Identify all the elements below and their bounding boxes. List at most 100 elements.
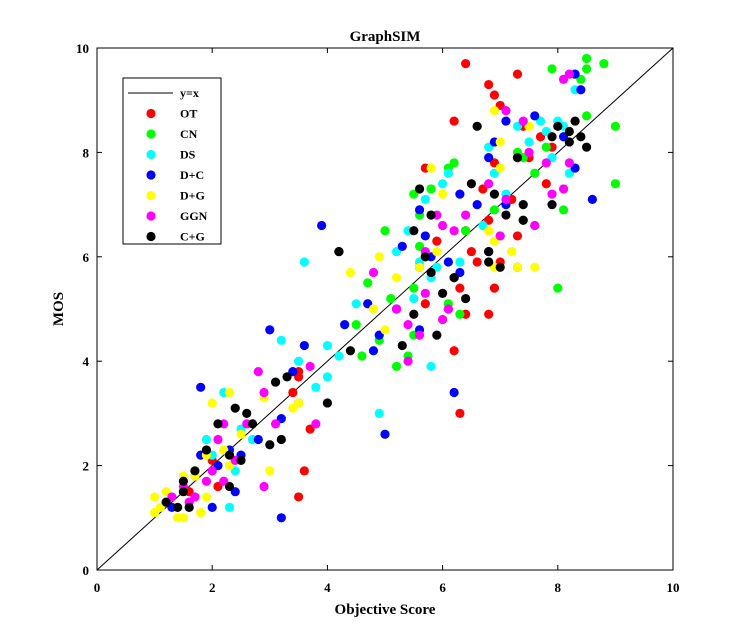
data-point-c-g <box>518 200 528 210</box>
data-point-d-c <box>576 85 586 95</box>
data-point-ggn <box>558 184 569 194</box>
data-point-ggn <box>558 74 569 84</box>
data-point-cn <box>449 158 459 168</box>
data-point-c-g <box>334 246 344 257</box>
series-c-g <box>161 116 592 512</box>
data-point-d-g <box>196 507 206 518</box>
data-point-c-g <box>184 502 194 512</box>
data-point-cn <box>386 293 396 304</box>
data-point-c-g <box>432 330 442 340</box>
data-point-c-g <box>276 434 286 445</box>
data-point-c-g <box>438 288 448 298</box>
data-point-cn <box>610 121 621 131</box>
data-point-c-g <box>282 372 292 382</box>
data-point-d-c <box>276 513 286 523</box>
data-point-c-g <box>322 398 332 408</box>
data-point-d-g <box>426 163 436 173</box>
legend-item-d-c: D+C <box>146 168 204 182</box>
y-tick-label: 0 <box>83 563 90 578</box>
data-point-ot <box>541 179 551 189</box>
legend-marker-swatch <box>146 190 156 201</box>
x-tick-label: 0 <box>94 580 101 595</box>
data-point-ggn <box>438 314 448 325</box>
data-point-cn <box>426 184 436 194</box>
data-point-d-c <box>397 241 407 251</box>
data-point-ggn <box>443 304 453 314</box>
data-point-cn <box>599 59 609 69</box>
data-point-d-g <box>236 429 246 439</box>
data-point-ggn <box>541 158 551 168</box>
data-point-d-c <box>414 205 425 215</box>
data-point-ds <box>201 434 212 445</box>
data-point-c-g <box>547 200 557 210</box>
data-point-ds <box>420 194 430 204</box>
x-axis-label: Objective Score <box>335 602 436 618</box>
data-point-c-g <box>576 132 586 142</box>
data-point-d-c <box>530 111 540 121</box>
data-point-c-g <box>484 246 494 257</box>
chart-title: GraphSIM <box>350 29 421 45</box>
data-point-cn <box>351 320 361 330</box>
data-point-c-g <box>190 466 200 476</box>
data-point-d-c <box>420 231 430 241</box>
axis-ticks-layer: 0 2 4 6 8 10 0 2 4 6 8 10 <box>76 41 680 595</box>
legend-marker-swatch <box>146 170 156 180</box>
data-point-d-g <box>530 262 540 272</box>
data-point-c-g <box>178 487 188 497</box>
data-point-ggn <box>403 356 413 366</box>
data-point-c-g <box>236 455 246 465</box>
data-point-c-g <box>224 481 235 492</box>
data-point-c-g <box>484 257 494 267</box>
data-point-c-g <box>489 189 500 199</box>
data-point-cn <box>391 361 402 372</box>
data-point-d-g <box>380 325 390 335</box>
data-point-d-c <box>253 434 263 445</box>
y-tick-label: 6 <box>83 250 90 265</box>
data-point-ds <box>426 361 436 372</box>
data-point-d-g <box>345 267 356 278</box>
data-point-cn <box>582 111 592 121</box>
data-point-ggn <box>270 419 281 429</box>
data-point-d-c <box>443 257 453 267</box>
legend-marker-swatch <box>146 211 156 221</box>
data-point-ggn <box>495 231 505 241</box>
data-point-ot <box>472 257 482 267</box>
data-point-d-c <box>449 387 459 398</box>
data-points-layer <box>150 53 621 523</box>
legend-label: OT <box>180 107 197 121</box>
data-point-ot <box>466 246 476 257</box>
data-point-d-c <box>265 325 275 335</box>
data-point-ds <box>276 335 286 345</box>
data-point-cn <box>489 205 500 215</box>
data-point-d-c <box>368 346 379 356</box>
data-point-d-c <box>587 194 597 204</box>
data-point-d-g <box>507 246 517 257</box>
data-point-c-g <box>495 262 505 272</box>
data-point-ggn <box>213 434 223 445</box>
data-point-ggn <box>524 147 534 157</box>
data-point-c-g <box>173 502 183 512</box>
data-point-ggn <box>368 267 379 278</box>
data-point-ds <box>311 382 321 392</box>
legend-item-ggn: GGN <box>146 209 208 223</box>
x-tick-label: 2 <box>209 580 216 595</box>
data-point-c-g <box>472 121 482 131</box>
data-point-ggn <box>311 419 321 429</box>
data-point-c-g <box>564 126 574 137</box>
data-point-cn <box>582 64 592 74</box>
data-point-c-g <box>397 340 407 351</box>
data-point-ot <box>489 283 500 293</box>
data-point-ds <box>299 257 309 267</box>
legend-label: D+C <box>180 168 204 182</box>
data-point-ggn <box>547 189 557 199</box>
data-point-c-g <box>461 293 471 304</box>
data-point-ds <box>224 502 235 512</box>
data-point-cn <box>455 309 465 319</box>
data-point-ggn <box>259 481 269 492</box>
data-point-ot <box>484 309 494 319</box>
x-tick-label: 6 <box>439 580 446 595</box>
data-point-ot <box>420 299 430 309</box>
data-point-ggn <box>438 220 448 231</box>
data-point-c-g <box>409 226 419 236</box>
